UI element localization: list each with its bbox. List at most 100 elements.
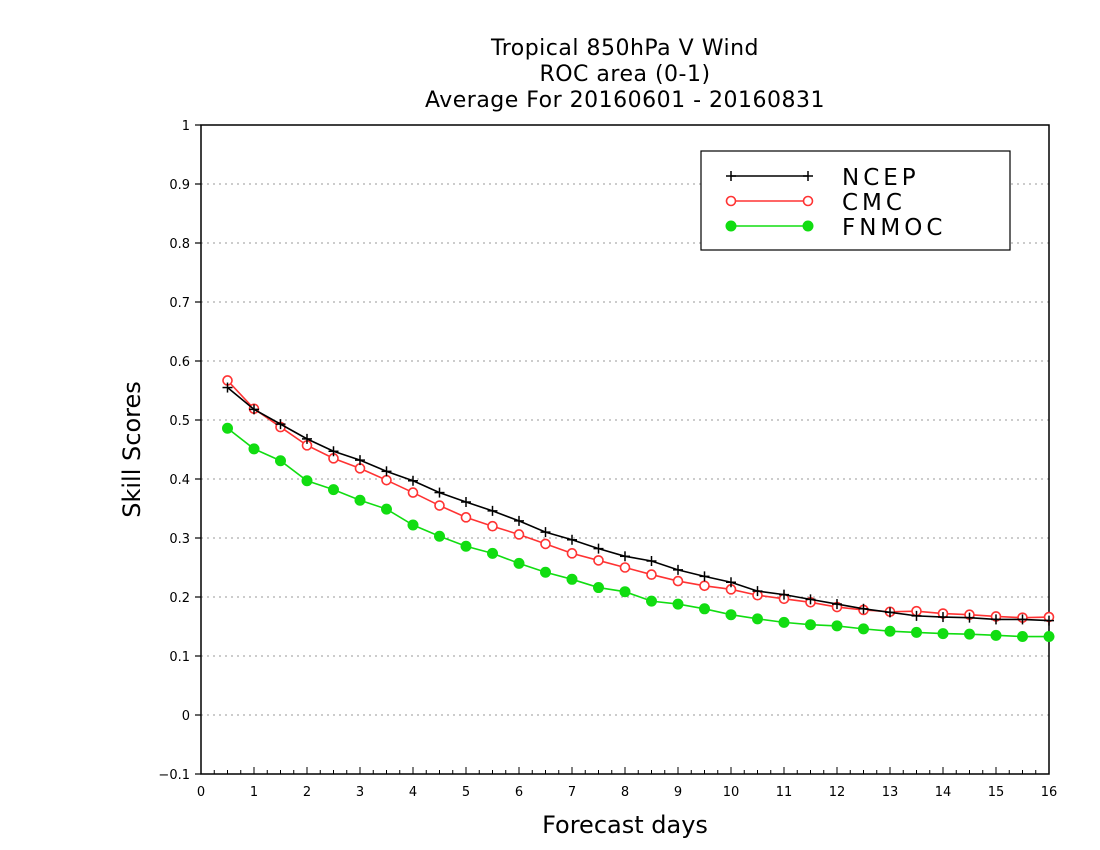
data-point bbox=[885, 607, 895, 618]
y-tick-label: 0.2 bbox=[169, 591, 190, 606]
data-point bbox=[699, 580, 710, 592]
legend-item-ncep: NCEP bbox=[726, 165, 916, 191]
x-tick-label: 16 bbox=[1041, 785, 1058, 800]
data-point bbox=[937, 628, 949, 640]
data-point bbox=[752, 586, 763, 597]
data-point bbox=[805, 619, 816, 631]
data-point bbox=[1044, 615, 1054, 626]
series-cmc bbox=[222, 375, 1055, 623]
data-point bbox=[540, 566, 551, 578]
data-point bbox=[938, 612, 948, 623]
series-line-cmc bbox=[226, 379, 1050, 619]
data-point bbox=[434, 487, 445, 498]
x-tick-label: 10 bbox=[723, 785, 740, 800]
legend-label: CMC bbox=[842, 190, 906, 216]
data-point bbox=[328, 484, 339, 496]
data-point bbox=[991, 614, 1001, 625]
chart-title-line-1: Tropical 850hPa V Wind bbox=[490, 36, 759, 61]
data-point bbox=[408, 475, 418, 486]
data-point bbox=[513, 557, 525, 569]
data-point bbox=[275, 455, 286, 467]
data-point bbox=[805, 594, 816, 605]
y-tick-label: 0.6 bbox=[169, 355, 190, 370]
data-point bbox=[407, 487, 419, 498]
data-point bbox=[672, 598, 684, 610]
data-point bbox=[461, 497, 471, 508]
data-point bbox=[699, 571, 710, 582]
x-tick-label: 14 bbox=[935, 785, 952, 800]
x-tick-label: 5 bbox=[462, 785, 470, 800]
x-tick-label: 6 bbox=[515, 785, 523, 800]
legend-marker bbox=[803, 171, 813, 181]
data-point bbox=[699, 603, 710, 615]
data-point bbox=[725, 609, 737, 621]
data-point bbox=[567, 534, 577, 545]
x-tick-label: 7 bbox=[568, 785, 576, 800]
legend-item-fnmoc: FNMOC bbox=[725, 215, 946, 241]
data-point bbox=[832, 599, 842, 610]
data-point bbox=[487, 505, 498, 516]
data-point bbox=[619, 586, 631, 598]
chart-title-line-2: ROC area (0-1) bbox=[539, 62, 711, 87]
legend-label: FNMOC bbox=[842, 215, 946, 241]
data-point bbox=[619, 562, 631, 573]
data-point bbox=[831, 620, 843, 632]
y-tick-label: 0.7 bbox=[169, 296, 190, 311]
data-point bbox=[354, 494, 366, 506]
axis-ticks: −0.100.10.20.30.40.50.60.70.80.910 1 2 3 4 5 6… bbox=[158, 119, 1057, 800]
series-group bbox=[222, 375, 1055, 643]
x-tick-label: 2 bbox=[303, 785, 311, 800]
data-point bbox=[778, 616, 790, 628]
data-point bbox=[858, 623, 869, 635]
data-point bbox=[355, 455, 365, 466]
y-tick-label: 0.9 bbox=[169, 178, 190, 193]
data-point bbox=[673, 564, 683, 575]
y-tick-label: 0.4 bbox=[169, 473, 190, 488]
data-point bbox=[434, 500, 445, 511]
data-point bbox=[407, 519, 419, 531]
x-tick-label: 0 bbox=[197, 785, 205, 800]
data-point bbox=[1017, 614, 1028, 625]
data-point bbox=[302, 433, 312, 444]
y-tick-label: 0.5 bbox=[169, 414, 190, 429]
chart-title-line-3: Average For 20160601 - 20160831 bbox=[424, 88, 826, 113]
data-point bbox=[222, 422, 233, 434]
data-point bbox=[884, 625, 896, 637]
x-tick-label: 1 bbox=[250, 785, 258, 800]
data-point bbox=[964, 628, 975, 640]
data-point bbox=[672, 575, 684, 587]
x-tick-label: 8 bbox=[621, 785, 629, 800]
data-point bbox=[514, 515, 524, 526]
series-ncep bbox=[222, 382, 1054, 626]
data-point bbox=[460, 512, 472, 523]
data-point bbox=[487, 520, 498, 532]
legend-marker bbox=[725, 220, 737, 232]
data-point bbox=[460, 540, 472, 552]
series-line-ncep bbox=[226, 386, 1050, 622]
data-point bbox=[593, 543, 604, 554]
data-point bbox=[646, 556, 657, 567]
x-tick-label: 11 bbox=[776, 785, 793, 800]
data-point bbox=[354, 463, 366, 474]
data-point bbox=[487, 547, 498, 559]
data-point bbox=[381, 466, 392, 477]
data-point bbox=[593, 582, 604, 594]
x-tick-label: 12 bbox=[829, 785, 846, 800]
data-point bbox=[566, 573, 578, 585]
x-tick-label: 13 bbox=[882, 785, 899, 800]
legend-marker bbox=[725, 195, 737, 207]
data-point bbox=[301, 475, 313, 487]
data-point bbox=[381, 474, 392, 486]
data-point bbox=[990, 629, 1002, 641]
x-tick-label: 15 bbox=[988, 785, 1005, 800]
data-point bbox=[779, 589, 789, 600]
data-point bbox=[911, 610, 922, 621]
data-point bbox=[646, 569, 657, 580]
data-point bbox=[1017, 631, 1028, 643]
x-tick-label: 3 bbox=[356, 785, 364, 800]
series-fnmoc bbox=[222, 422, 1055, 643]
y-tick-label: 0.3 bbox=[169, 532, 190, 547]
